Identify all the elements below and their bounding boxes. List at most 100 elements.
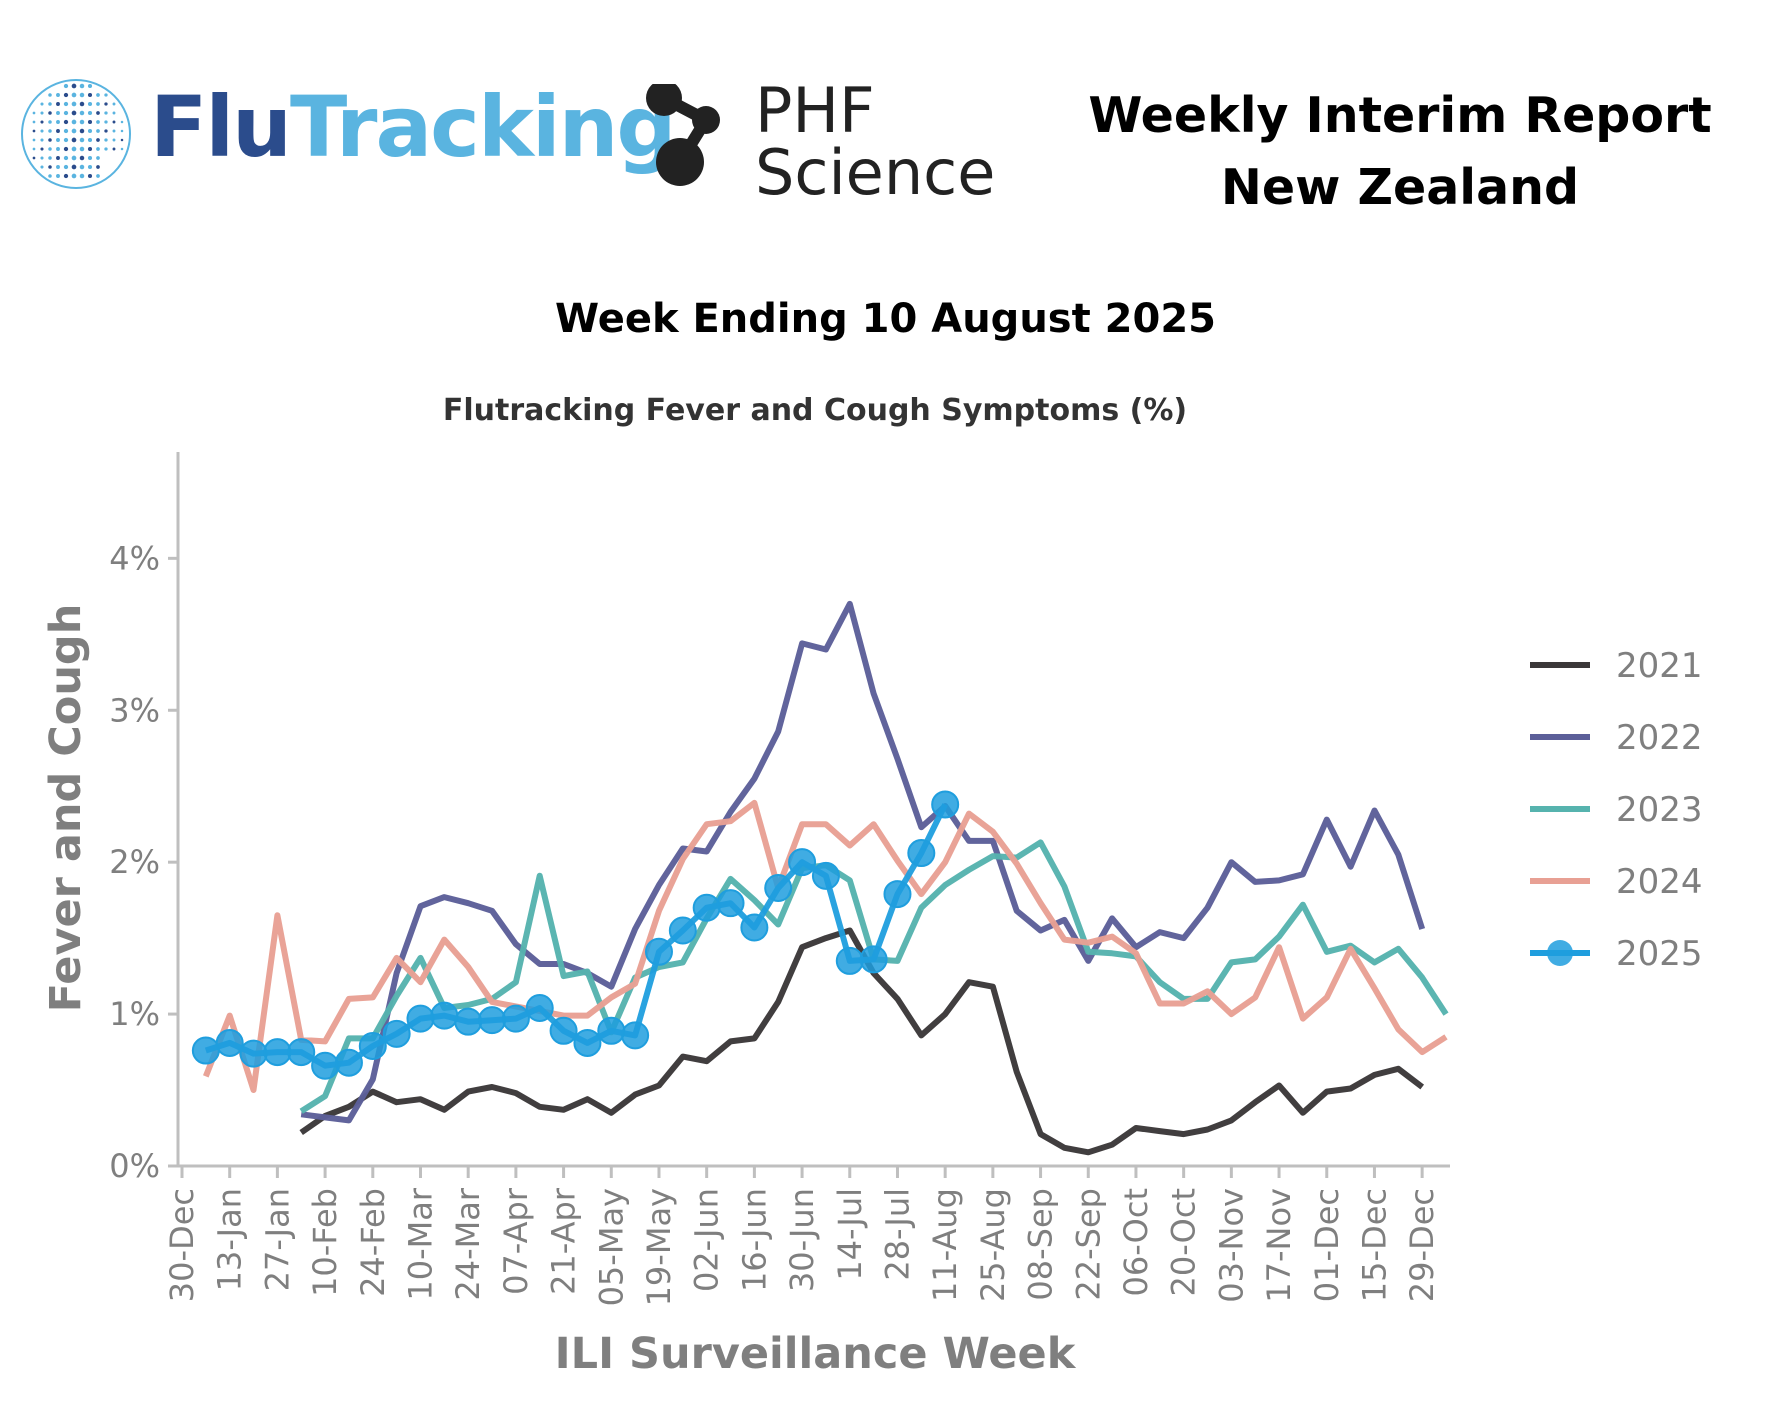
globe-dot <box>79 155 85 161</box>
globe-dot <box>63 155 69 161</box>
globe-dot <box>56 102 60 106</box>
globe-dot <box>32 129 36 133</box>
globe-dot <box>48 156 52 160</box>
globe-dot <box>79 128 85 134</box>
globe-dot <box>71 119 77 125</box>
x-tick-label: 10-Feb <box>306 1188 344 1297</box>
phf-science-logo <box>640 80 750 198</box>
globe-dot <box>87 155 93 161</box>
globe-dot <box>63 110 69 116</box>
globe-dot <box>56 93 60 97</box>
phf-wordmark-line2: Science <box>755 136 996 209</box>
globe-dot <box>79 83 85 89</box>
globe-dot <box>96 111 100 115</box>
globe-dot <box>63 128 69 134</box>
globe-dot <box>40 165 44 169</box>
data-point-2025 <box>478 1006 507 1035</box>
legend-label-2022: 2022 <box>1616 718 1703 758</box>
x-tick-label: 27-Jan <box>258 1188 296 1291</box>
x-tick-label: 07-Apr <box>497 1187 535 1295</box>
x-axis-label: ILI Surveillance Week <box>555 1329 1077 1379</box>
globe-dot <box>96 120 100 124</box>
data-point-2025 <box>549 1016 578 1045</box>
globe-dot <box>56 165 60 169</box>
globe-dot <box>40 147 44 151</box>
data-point-2025 <box>382 1019 411 1048</box>
globe-dot <box>87 110 93 116</box>
axes: 0% 1% 2% 3% 4% 30-Dec 13-Jan 27-Jan 10-Feb 24-Feb… <box>109 452 1450 1306</box>
x-tick-label: 08-Sep <box>1022 1188 1060 1301</box>
phf-wordmark-line1: PHF <box>755 74 875 147</box>
globe-dot <box>112 120 116 124</box>
globe-dot <box>40 120 44 124</box>
legend-label-2024: 2024 <box>1616 862 1703 902</box>
globe-dot <box>48 120 52 124</box>
x-tick-label: 28-Jul <box>878 1188 916 1281</box>
flutracking-logo: FluTracking <box>20 78 677 218</box>
globe-dot <box>32 147 36 151</box>
globe-dot <box>87 92 93 98</box>
series-line-2021 <box>299 927 1425 1156</box>
data-point-2025 <box>931 790 960 819</box>
globe-dot <box>96 147 100 151</box>
globe-dot <box>96 174 100 178</box>
legend-label-2025: 2025 <box>1616 934 1703 974</box>
globe-dot <box>87 146 93 152</box>
globe-dot <box>48 147 52 151</box>
globe-dot <box>112 147 116 151</box>
x-tick-label: 24-Mar <box>449 1187 487 1300</box>
data-point-2025 <box>239 1039 268 1068</box>
globe-dot <box>56 156 60 160</box>
globe-dot <box>87 164 93 170</box>
x-tick-label: 20-Oct <box>1165 1188 1203 1296</box>
globe-dot <box>104 93 108 97</box>
data-point-2025 <box>358 1031 387 1060</box>
globe-dot <box>71 146 77 152</box>
globe-dot <box>79 146 85 152</box>
globe-dot <box>56 138 60 142</box>
globe-dot <box>96 165 100 169</box>
legend-marker-2025 <box>1547 940 1573 966</box>
globe-dot <box>32 156 36 160</box>
data-point-2025 <box>883 880 912 909</box>
globe-dot <box>79 92 85 98</box>
data-point-2025 <box>835 946 864 975</box>
globe-dot <box>40 138 44 142</box>
globe-dot <box>104 102 108 106</box>
globe-dot <box>104 129 108 133</box>
data-point-2025 <box>263 1038 292 1067</box>
globe-dot <box>48 129 52 133</box>
x-tick-label: 16-Jun <box>735 1188 773 1292</box>
globe-dot <box>112 138 116 142</box>
y-tick-label: 0% <box>109 1147 160 1185</box>
data-point-2025 <box>644 937 673 966</box>
x-tick-label: 19-May <box>640 1188 678 1306</box>
globe-dot <box>120 120 124 124</box>
globe-dot <box>71 83 77 89</box>
phf-molecule-icon <box>646 80 720 186</box>
report-header: FluTracking PHF Science Weekly Interim R… <box>0 0 1771 230</box>
globe-dot <box>56 147 60 151</box>
report-title: Weekly Interim Report New Zealand <box>1060 80 1740 224</box>
globe-dot <box>48 174 52 178</box>
x-tick-label: 25-Aug <box>974 1188 1012 1302</box>
globe-dot <box>63 164 69 170</box>
tracking-wordmark-part: Tracking <box>289 78 677 176</box>
week-ending-title: Week Ending 10 August 2025 <box>555 296 1216 342</box>
globe-dot <box>63 173 69 179</box>
globe-dot <box>96 102 100 106</box>
globe-dot <box>87 83 93 89</box>
globe-dot <box>79 101 85 107</box>
x-tick-label: 05-May <box>592 1188 630 1306</box>
x-tick-label: 10-Mar <box>401 1187 439 1300</box>
y-tick-label: 2% <box>109 843 160 881</box>
legend-label-2023: 2023 <box>1616 790 1703 830</box>
globe-dot <box>32 138 36 142</box>
globe-dot <box>40 111 44 115</box>
globe-dot <box>96 93 100 97</box>
x-tick-label: 03-Nov <box>1212 1188 1250 1303</box>
globe-dot <box>40 102 44 106</box>
x-tick-label: 17-Nov <box>1260 1188 1298 1303</box>
globe-dot <box>63 101 69 107</box>
